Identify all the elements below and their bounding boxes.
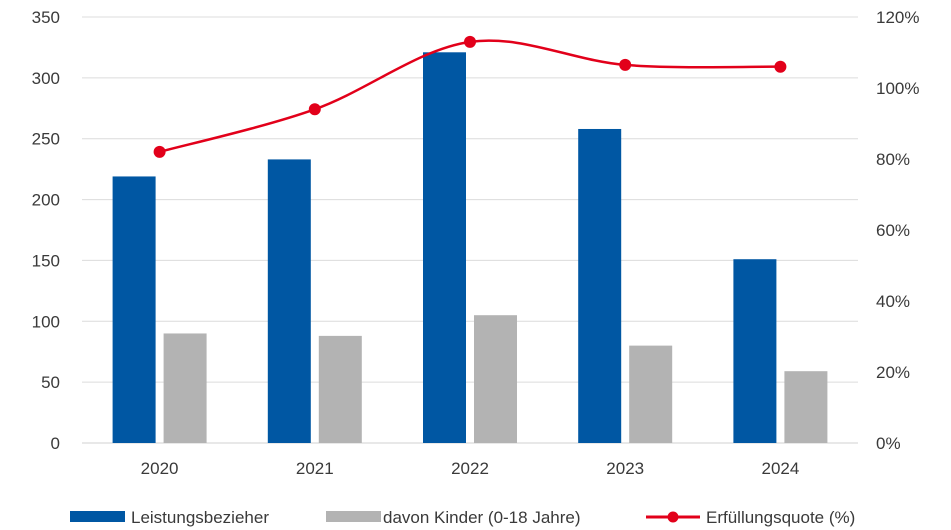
- bar-leistungsbezieher: [578, 128, 622, 443]
- x-tick-label: 2023: [606, 459, 644, 478]
- quote-point: [308, 103, 321, 116]
- y-right-tick-label: 120%: [876, 8, 919, 27]
- legend-label-kinder: davon Kinder (0-18 Jahre): [383, 508, 581, 527]
- bar-kinder: [629, 345, 673, 443]
- left-axis-ticks: 0 50 100 150 200 250 300 350: [32, 8, 60, 453]
- x-axis-ticks: 2020 2021 2022 2023 2024: [141, 459, 800, 478]
- legend-swatch-quote-marker: [667, 511, 679, 523]
- bar-leistungsbezieher: [423, 52, 466, 443]
- y-left-tick-label: 50: [41, 373, 60, 392]
- bar-kinder: [163, 333, 207, 443]
- y-left-tick-label: 250: [32, 130, 60, 149]
- bar-kinder: [318, 335, 362, 443]
- legend-swatch-kinder: [326, 511, 381, 522]
- bar-leistungsbezieher: [733, 259, 777, 443]
- y-left-tick-label: 0: [51, 434, 60, 453]
- quote-point: [619, 58, 632, 71]
- right-axis-ticks: 0% 20% 40% 60% 80% 100% 120%: [876, 8, 919, 453]
- y-left-tick-label: 200: [32, 191, 60, 210]
- bar-group: [112, 52, 828, 444]
- legend-label-leistungsbezieher: Leistungsbezieher: [131, 508, 269, 527]
- quote-line-path: [159, 39, 781, 154]
- y-right-tick-label: 40%: [876, 292, 910, 311]
- y-right-tick-label: 60%: [876, 221, 910, 240]
- bar-kinder: [784, 371, 828, 443]
- y-left-tick-label: 150: [32, 251, 60, 270]
- quote-point: [153, 145, 166, 158]
- y-right-tick-label: 0%: [876, 434, 901, 453]
- y-right-tick-label: 20%: [876, 363, 910, 382]
- bar-leistungsbezieher: [112, 176, 156, 443]
- y-left-tick-label: 100: [32, 312, 60, 331]
- x-tick-label: 2020: [141, 459, 179, 478]
- legend: Leistungsbezieher davon Kinder (0-18 Jah…: [70, 508, 855, 527]
- legend-swatch-leistungsbezieher: [70, 511, 125, 522]
- bar-kinder: [474, 315, 517, 443]
- line-series: [153, 35, 787, 158]
- y-left-tick-label: 350: [32, 8, 60, 27]
- y-right-tick-label: 80%: [876, 150, 910, 169]
- y-right-tick-label: 100%: [876, 79, 919, 98]
- y-left-tick-label: 300: [32, 69, 60, 88]
- x-tick-label: 2024: [761, 459, 799, 478]
- x-tick-label: 2021: [296, 459, 334, 478]
- quote-point: [774, 60, 787, 73]
- bar-leistungsbezieher: [267, 159, 311, 444]
- x-tick-label: 2022: [451, 459, 489, 478]
- legend-label-quote: Erfüllungsquote (%): [706, 508, 855, 527]
- quote-point: [464, 35, 476, 48]
